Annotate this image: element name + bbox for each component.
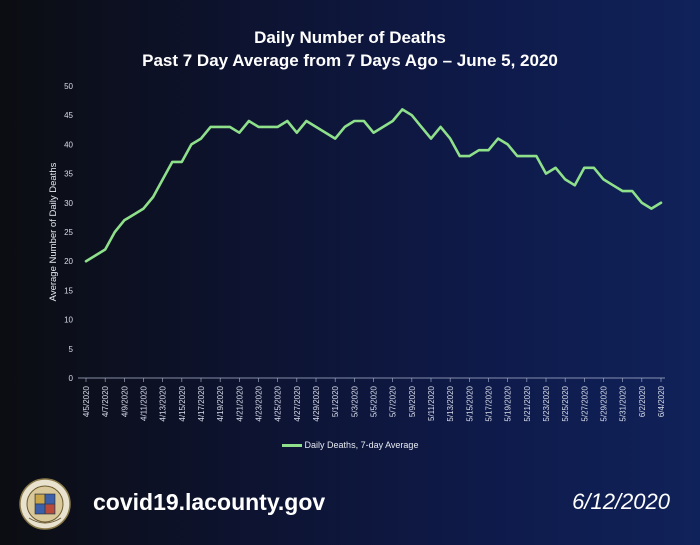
x-tick-label: 4/19/2020	[216, 385, 225, 421]
county-seal-logo	[19, 478, 71, 530]
x-tick-label: 5/11/2020	[427, 385, 436, 421]
x-tick-label: 5/9/2020	[408, 385, 417, 417]
x-tick-label: 5/13/2020	[446, 385, 455, 421]
legend-swatch	[281, 444, 302, 448]
y-tick-label: 35	[64, 170, 73, 179]
x-tick-label: 6/4/2020	[657, 385, 666, 417]
x-tick-label: 4/7/2020	[101, 385, 110, 417]
x-tick-label: 5/31/2020	[619, 385, 628, 421]
x-tick-label: 5/15/2020	[465, 385, 474, 421]
website-url: covid19.lacounty.gov	[93, 489, 326, 515]
y-tick-label: 40	[64, 140, 73, 149]
y-tick-label: 20	[64, 257, 73, 266]
x-tick-label: 5/25/2020	[561, 385, 570, 421]
x-tick-label: 4/13/2020	[159, 385, 168, 421]
x-tick-label: 4/29/2020	[312, 385, 321, 421]
chart-title-line-2: Past 7 Day Average from 7 Days Ago – Jun…	[142, 51, 558, 70]
x-tick-label: 4/15/2020	[178, 385, 187, 421]
x-tick-label: 5/23/2020	[542, 385, 551, 421]
x-tick-label: 5/27/2020	[580, 385, 589, 421]
y-tick-label: 0	[69, 374, 74, 383]
y-tick-label: 45	[64, 111, 73, 120]
x-tick-label: 4/23/2020	[255, 385, 264, 421]
x-tick-label: 4/5/2020	[82, 385, 91, 417]
y-tick-label: 25	[64, 228, 73, 237]
y-axis-label: Average Number of Daily Deaths	[48, 162, 59, 301]
x-tick-label: 5/19/2020	[504, 385, 513, 421]
series-line	[84, 108, 663, 263]
x-tick-label: 5/17/2020	[485, 385, 494, 421]
x-tick-label: 4/25/2020	[274, 385, 283, 421]
x-tick-label: 5/3/2020	[350, 385, 359, 417]
x-tick-label: 6/2/2020	[638, 385, 647, 417]
x-tick-label: 5/29/2020	[600, 385, 609, 421]
y-tick-label: 30	[64, 199, 73, 208]
legend: Daily Deaths, 7-day Average	[0, 440, 700, 450]
legend-label: Daily Deaths, 7-day Average	[304, 440, 419, 450]
chart-title: Daily Number of Deaths Past 7 Day Averag…	[0, 26, 700, 72]
x-tick-label: 4/11/2020	[140, 385, 149, 421]
x-tick-label: 5/1/2020	[331, 385, 340, 417]
x-tick-label: 4/27/2020	[293, 385, 302, 421]
x-tick-label: 4/17/2020	[197, 385, 206, 421]
report-date: 6/12/2020	[572, 489, 670, 514]
line-chart: 0 5 10 15 20 25 30 35 40 45 50 Average Number of Da…	[48, 82, 666, 422]
x-tick-label: 5/7/2020	[389, 385, 398, 417]
x-tick-label: 5/5/2020	[370, 385, 379, 417]
chart-title-line-1: Daily Number of Deaths	[254, 28, 446, 47]
y-tick-label: 50	[64, 82, 73, 91]
y-tick-label: 10	[64, 316, 73, 325]
x-tick-label: 4/21/2020	[235, 385, 244, 421]
x-tick-label: 5/21/2020	[523, 385, 532, 421]
y-tick-label: 15	[64, 286, 73, 295]
y-tick-label: 5	[69, 345, 74, 354]
x-tick-label: 4/9/2020	[120, 385, 129, 417]
